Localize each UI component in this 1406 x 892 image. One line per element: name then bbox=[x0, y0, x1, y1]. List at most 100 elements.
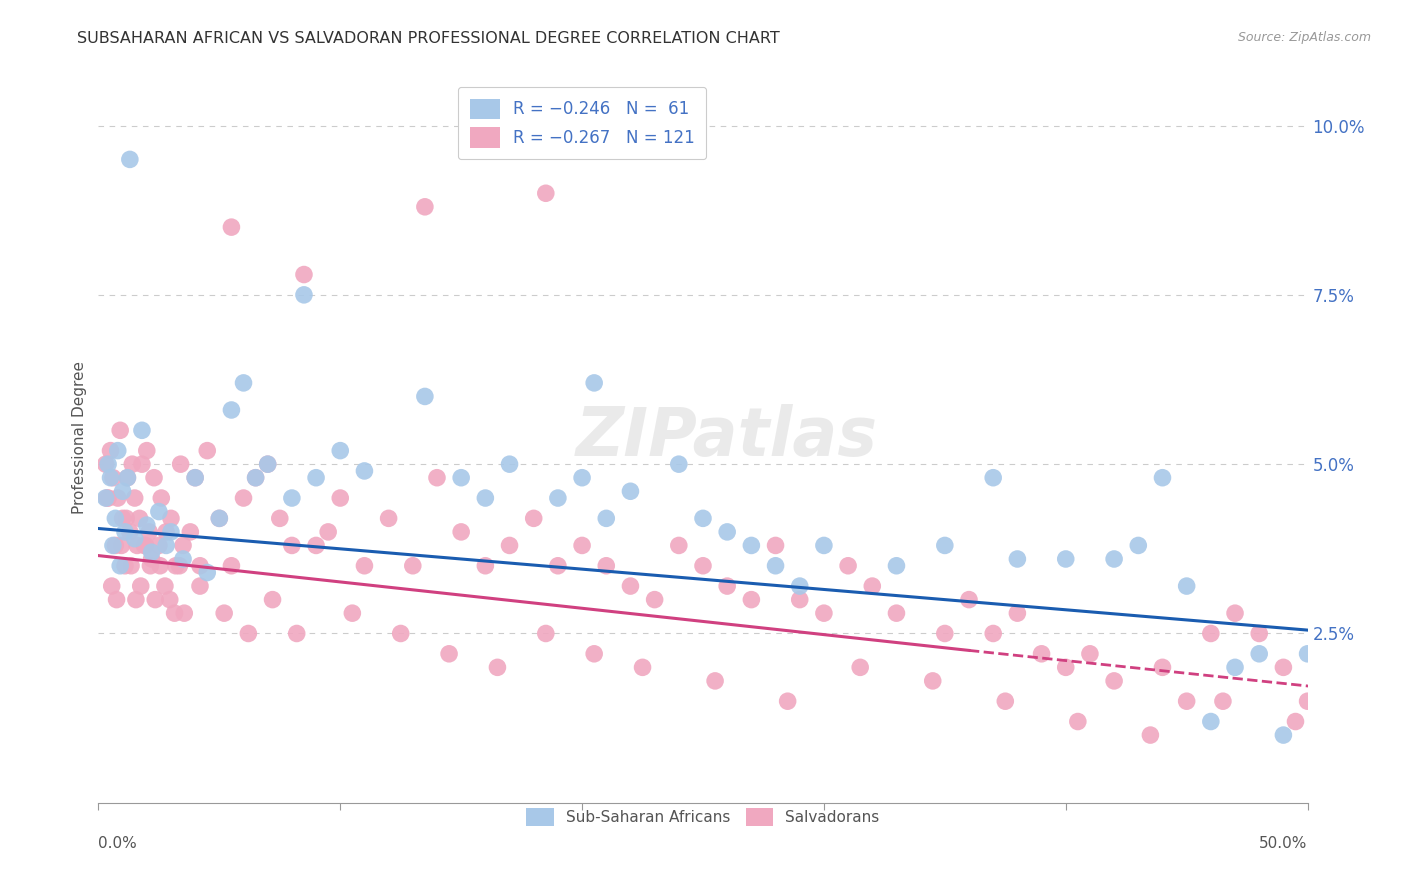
Point bbox=[305, 538, 328, 552]
Point bbox=[94, 457, 117, 471]
Point bbox=[143, 471, 166, 485]
Point bbox=[1078, 647, 1101, 661]
Point bbox=[668, 538, 690, 552]
Point bbox=[111, 511, 134, 525]
Point bbox=[860, 579, 883, 593]
Legend: Sub-Saharan Africans, Salvadorans: Sub-Saharan Africans, Salvadorans bbox=[517, 798, 889, 836]
Point bbox=[583, 376, 606, 390]
Point bbox=[115, 511, 138, 525]
Point bbox=[143, 592, 166, 607]
Point bbox=[981, 626, 1004, 640]
Point bbox=[1223, 660, 1246, 674]
Point bbox=[437, 647, 460, 661]
Point bbox=[837, 558, 859, 573]
Point bbox=[94, 491, 117, 505]
Point bbox=[238, 626, 260, 640]
Point bbox=[377, 511, 399, 525]
Point bbox=[921, 673, 943, 688]
Point bbox=[169, 558, 191, 573]
Point bbox=[121, 457, 143, 471]
Point bbox=[389, 626, 412, 640]
Point bbox=[281, 538, 304, 552]
Point bbox=[160, 511, 183, 525]
Point bbox=[571, 538, 593, 552]
Point bbox=[148, 505, 170, 519]
Point bbox=[1199, 626, 1222, 640]
Point bbox=[139, 558, 162, 573]
Point bbox=[256, 457, 278, 471]
Point bbox=[172, 538, 194, 552]
Point bbox=[692, 558, 714, 573]
Point bbox=[101, 538, 124, 552]
Point bbox=[571, 471, 593, 485]
Text: 50.0%: 50.0% bbox=[1260, 836, 1308, 851]
Point bbox=[245, 471, 267, 485]
Point bbox=[160, 524, 183, 539]
Point bbox=[114, 524, 136, 539]
Point bbox=[281, 491, 304, 505]
Point bbox=[305, 471, 328, 485]
Point bbox=[498, 457, 520, 471]
Point bbox=[135, 538, 157, 552]
Point bbox=[789, 592, 811, 607]
Point bbox=[208, 511, 231, 525]
Point bbox=[108, 423, 131, 437]
Point bbox=[595, 511, 617, 525]
Point bbox=[104, 538, 127, 552]
Point bbox=[155, 524, 177, 539]
Point bbox=[134, 538, 156, 552]
Point bbox=[619, 484, 641, 499]
Point bbox=[117, 471, 139, 485]
Point bbox=[107, 443, 129, 458]
Point bbox=[547, 491, 569, 505]
Point bbox=[212, 606, 235, 620]
Point bbox=[131, 457, 153, 471]
Point bbox=[1212, 694, 1234, 708]
Point bbox=[957, 592, 980, 607]
Point bbox=[1284, 714, 1306, 729]
Point bbox=[153, 579, 176, 593]
Point bbox=[256, 457, 278, 471]
Point bbox=[1249, 626, 1271, 640]
Point bbox=[101, 471, 124, 485]
Y-axis label: Professional Degree: Professional Degree bbox=[72, 360, 87, 514]
Point bbox=[107, 491, 129, 505]
Point bbox=[1199, 714, 1222, 729]
Point bbox=[1128, 538, 1150, 552]
Point bbox=[292, 268, 315, 282]
Point bbox=[165, 558, 187, 573]
Point bbox=[765, 538, 787, 552]
Point bbox=[765, 558, 787, 573]
Point bbox=[149, 558, 172, 573]
Point bbox=[184, 471, 207, 485]
Point bbox=[450, 471, 472, 485]
Point bbox=[118, 524, 141, 539]
Point bbox=[129, 579, 152, 593]
Point bbox=[619, 579, 641, 593]
Point bbox=[1031, 647, 1053, 661]
Point bbox=[1296, 694, 1319, 708]
Point bbox=[353, 464, 375, 478]
Point bbox=[124, 532, 146, 546]
Point bbox=[353, 558, 375, 573]
Point bbox=[1223, 606, 1246, 620]
Point bbox=[813, 606, 835, 620]
Point bbox=[221, 403, 243, 417]
Point bbox=[104, 511, 127, 525]
Point bbox=[849, 660, 872, 674]
Point bbox=[292, 288, 315, 302]
Point bbox=[141, 545, 163, 559]
Point bbox=[128, 511, 150, 525]
Point bbox=[547, 558, 569, 573]
Point bbox=[97, 491, 120, 505]
Point bbox=[285, 626, 308, 640]
Point bbox=[740, 592, 762, 607]
Point bbox=[117, 471, 139, 485]
Point bbox=[232, 491, 254, 505]
Point bbox=[789, 579, 811, 593]
Point bbox=[159, 592, 181, 607]
Point bbox=[1272, 728, 1295, 742]
Point bbox=[692, 511, 714, 525]
Point bbox=[776, 694, 799, 708]
Point bbox=[413, 200, 436, 214]
